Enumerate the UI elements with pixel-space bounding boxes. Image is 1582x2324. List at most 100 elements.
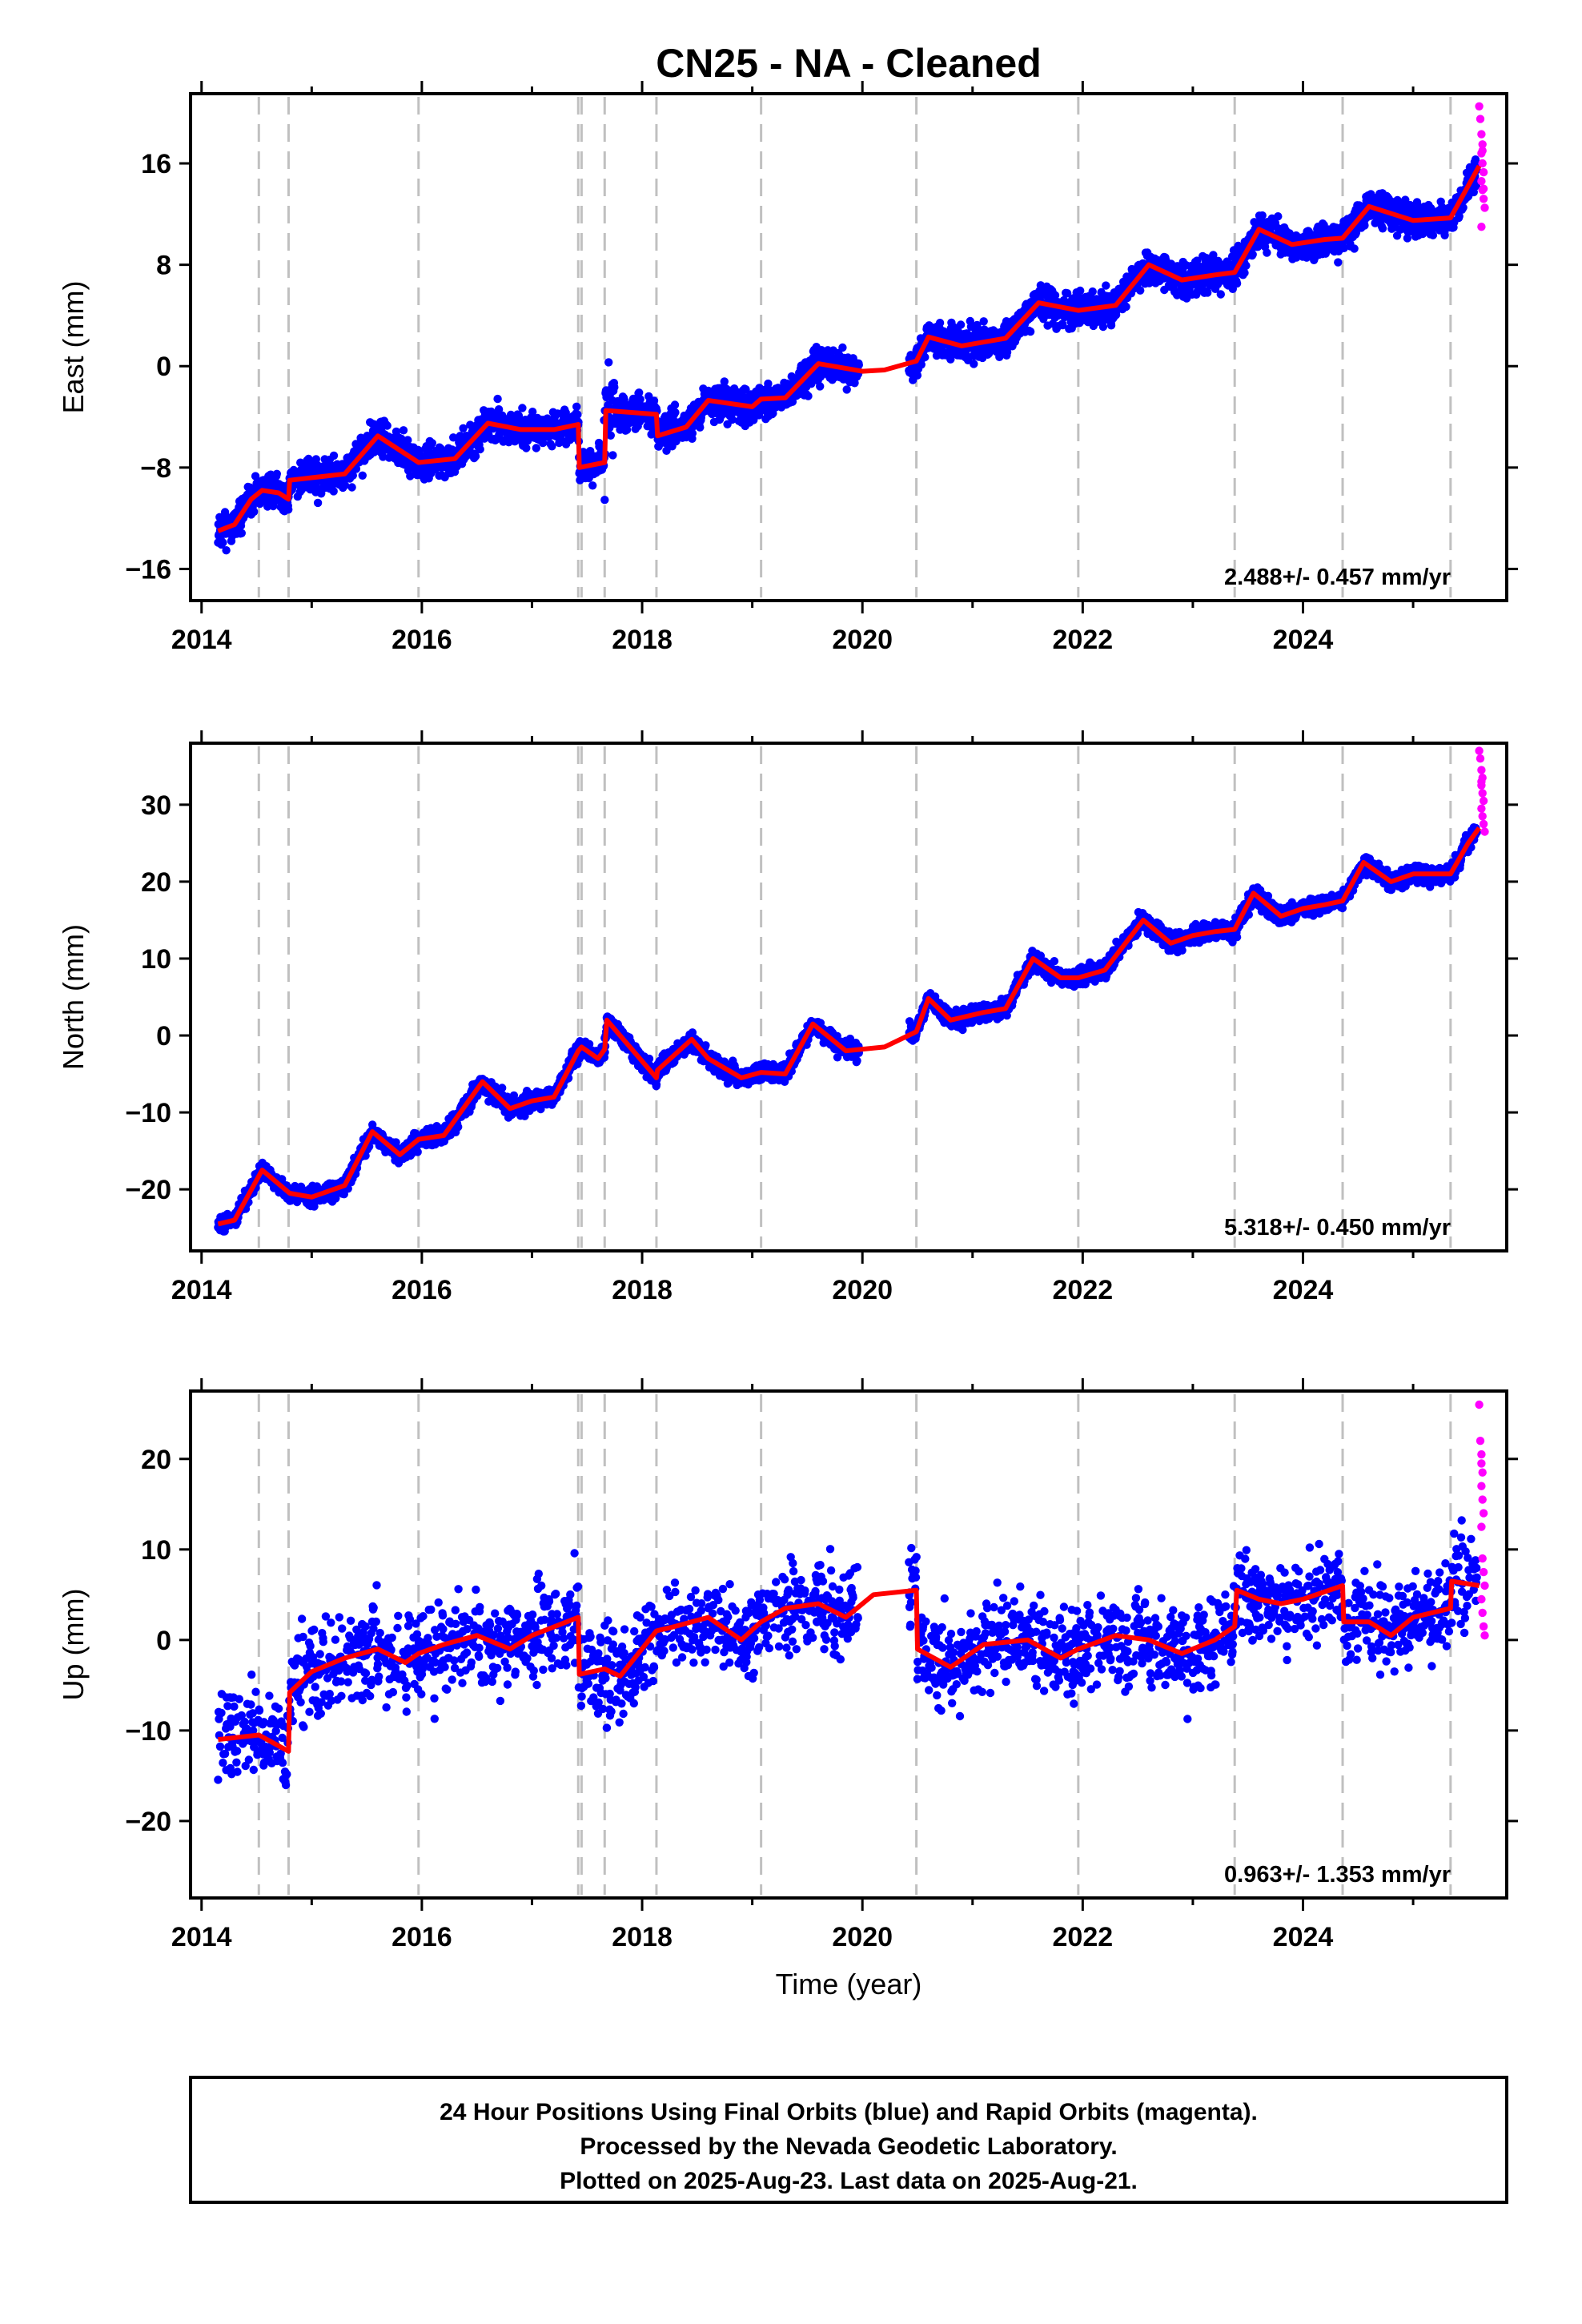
x-tick-label: 2016: [391, 625, 452, 655]
rapid-orbit-point: [1475, 102, 1484, 111]
rapid-orbit-point: [1479, 184, 1488, 193]
rapid-orbit-point: [1478, 140, 1487, 149]
final-orbit-point: [1263, 248, 1271, 257]
final-orbit-point: [1088, 287, 1097, 296]
y-tick-label: 8: [156, 251, 171, 281]
page-title: CN25 - NA - Cleaned: [656, 41, 1042, 86]
rapid-orbit-point: [1478, 159, 1487, 168]
final-orbit-point: [399, 426, 408, 435]
final-orbit-point: [970, 360, 978, 368]
final-orbit-point: [573, 410, 582, 419]
final-orbit-point: [1455, 211, 1464, 221]
final-orbit-point: [1339, 243, 1349, 252]
final-orbit-point: [476, 444, 484, 454]
final-orbit-point: [720, 377, 729, 386]
y-tick-label: 16: [141, 149, 171, 179]
final-orbit-point: [219, 538, 227, 547]
final-orbit-point: [1002, 348, 1012, 356]
rapid-orbit-point: [1479, 167, 1488, 177]
final-orbit-point: [913, 371, 922, 380]
final-orbit-point: [379, 452, 387, 461]
final-orbit-point: [347, 483, 356, 492]
final-orbit-point: [1242, 261, 1251, 270]
final-orbit-point: [518, 404, 527, 412]
final-orbit-point: [788, 397, 797, 406]
final-orbit-point: [1428, 231, 1438, 239]
y-tick-label: 0: [156, 352, 171, 382]
final-orbit-point: [671, 408, 680, 417]
final-orbit-point: [688, 428, 697, 438]
x-tick-label: 2014: [171, 625, 232, 655]
final-orbit-point: [1062, 289, 1072, 298]
final-orbit-point: [522, 444, 531, 452]
final-orbit-point: [528, 408, 537, 416]
final-orbit-point: [1334, 258, 1343, 267]
final-orbit-point: [494, 405, 504, 414]
final-orbit-point: [935, 319, 945, 328]
final-orbit-point: [1136, 286, 1145, 295]
y-tick-label: −16: [125, 554, 171, 585]
final-orbit-point: [1440, 231, 1449, 239]
final-orbit-point: [842, 385, 851, 394]
final-orbit-point: [1203, 288, 1212, 297]
rapid-orbit-point: [1477, 223, 1486, 231]
final-orbit-point: [532, 444, 540, 452]
plot-frame: [189, 92, 1508, 602]
final-orbit-point: [1469, 187, 1479, 197]
final-orbit-point: [284, 505, 293, 514]
final-orbit-point: [358, 471, 367, 480]
final-orbit-point: [604, 358, 613, 367]
final-orbit-point: [449, 433, 458, 442]
final-orbit-point: [608, 451, 617, 460]
final-orbit-point: [1378, 224, 1387, 233]
final-orbit-point: [1209, 251, 1218, 259]
final-orbit-point: [956, 320, 966, 329]
final-orbit-point: [1216, 290, 1226, 299]
final-orbit-point: [237, 529, 246, 537]
final-orbit-point: [1106, 321, 1116, 330]
final-orbit-point: [636, 395, 644, 404]
final-orbit-point: [329, 487, 338, 496]
final-orbit-point: [272, 469, 281, 478]
final-orbit-point: [514, 411, 524, 420]
final-orbit-point: [348, 471, 357, 480]
final-orbit-point: [1026, 327, 1035, 336]
final-orbit-point: [459, 424, 468, 432]
final-orbit-point: [1350, 244, 1359, 253]
north-panel: 2014 2016 2018 2020 2022 2024−20−100102030Nor…: [57, 730, 1518, 1305]
final-orbit-point: [538, 438, 548, 448]
final-orbit-point: [572, 402, 581, 411]
final-orbit-point: [561, 408, 570, 417]
final-orbit-point: [493, 394, 502, 404]
rapid-orbit-point: [1480, 203, 1489, 212]
final-orbit-point: [769, 409, 777, 418]
rapid-orbit-point: [1477, 177, 1486, 186]
final-orbit-point: [670, 400, 680, 409]
rapid-orbit-point: [1476, 115, 1485, 123]
final-orbit-point: [428, 439, 436, 448]
final-orbit-point: [1102, 281, 1110, 290]
final-orbit-point: [1403, 234, 1412, 243]
final-orbit-point: [1248, 250, 1257, 259]
final-orbit-point: [622, 425, 632, 434]
rapid-orbit-point: [1478, 147, 1487, 155]
final-orbit-point: [815, 382, 825, 391]
rapid-orbit-point: [1477, 130, 1486, 139]
final-orbit-point: [838, 343, 847, 352]
final-orbit-point: [741, 385, 750, 394]
final-orbit-point: [471, 452, 480, 460]
final-orbit-point: [1258, 211, 1267, 220]
final-orbit-point: [329, 451, 339, 460]
final-orbit-point: [340, 480, 350, 490]
final-orbit-point: [600, 496, 609, 505]
final-orbit-point: [696, 423, 705, 432]
final-orbit-point: [1058, 320, 1067, 330]
final-orbit-point: [946, 355, 955, 364]
final-orbit-point: [728, 415, 737, 424]
y-tick-label: −8: [140, 453, 171, 484]
final-orbit-point: [610, 383, 619, 392]
final-orbit-point: [804, 392, 813, 400]
final-orbit-point: [454, 1123, 463, 1132]
